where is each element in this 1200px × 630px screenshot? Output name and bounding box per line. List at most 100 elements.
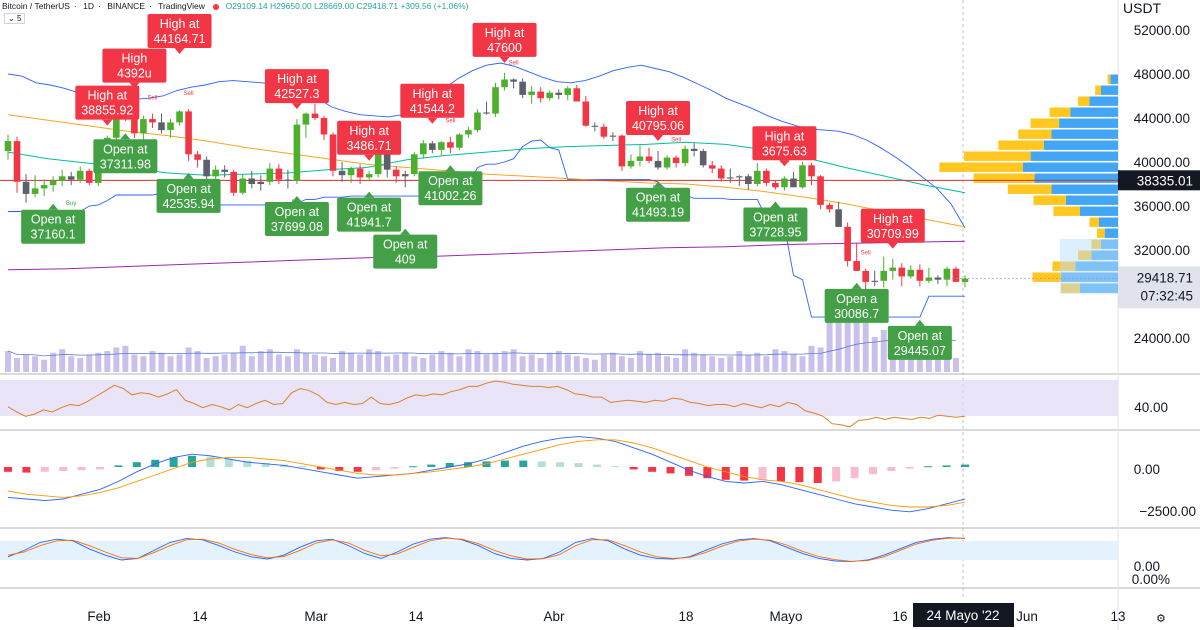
volume-bar xyxy=(483,354,490,372)
interval-label[interactable]: 1D xyxy=(83,1,94,11)
indicators-collapse-button[interactable]: ⌄ 5 xyxy=(4,13,26,24)
sr-price-text: 38335.01 xyxy=(1137,173,1193,188)
candle xyxy=(627,154,635,169)
volume-profile-bar xyxy=(1078,96,1090,106)
volume-bar xyxy=(474,351,481,372)
macd-histogram-bar xyxy=(132,462,141,467)
volume-bar xyxy=(176,354,183,372)
volume-profile-bar xyxy=(1099,217,1118,227)
volume-bar xyxy=(465,349,472,372)
exchange-label: BINANCE xyxy=(107,1,145,11)
macd-histogram-bar xyxy=(22,467,31,473)
volume-bar xyxy=(411,356,418,372)
volume-bar xyxy=(393,354,400,372)
candle xyxy=(763,168,770,187)
volume-bar xyxy=(907,352,914,372)
volume-ma-line xyxy=(7,339,957,357)
macd-histogram-bar xyxy=(316,467,325,470)
volume-bar xyxy=(194,351,201,372)
label-pointer xyxy=(851,282,862,289)
candle xyxy=(140,115,147,140)
candle-body xyxy=(952,268,960,282)
candle-body xyxy=(58,176,66,181)
label-box xyxy=(337,120,402,155)
candle-body xyxy=(681,148,689,164)
candle-body xyxy=(672,157,680,164)
candle-body xyxy=(708,165,716,169)
macd-histogram-bar xyxy=(445,463,454,467)
time-axis-label: Mayo xyxy=(769,609,802,624)
price-axis-tick: 44000.00 xyxy=(1134,111,1190,126)
candle-body xyxy=(618,135,626,167)
candle-body xyxy=(636,156,644,161)
signal-sell-label: Sell xyxy=(509,60,519,66)
value-area-band xyxy=(1060,239,1118,294)
candle-body xyxy=(347,168,355,176)
candle-body xyxy=(862,270,869,282)
candle-body xyxy=(266,168,274,182)
macd-histogram-bar xyxy=(114,465,123,467)
volume-bar xyxy=(763,356,770,372)
stochastic-k-line xyxy=(7,537,966,563)
candle xyxy=(754,163,761,187)
candle-body xyxy=(113,112,120,138)
volume-profile-bar xyxy=(939,162,1023,172)
candle xyxy=(519,78,526,99)
candle-body xyxy=(943,268,951,280)
volume-bar xyxy=(257,351,264,372)
candle xyxy=(76,166,84,183)
label-pointer xyxy=(291,196,302,202)
candle xyxy=(745,174,752,190)
volume-profile-bar xyxy=(1065,195,1118,205)
settings-gear-icon[interactable]: ⚙ xyxy=(1156,613,1166,625)
symbol-name[interactable]: Bitcoin / TetherUS xyxy=(2,1,70,11)
volume-bar xyxy=(95,352,102,372)
candle-body xyxy=(76,170,84,180)
candle xyxy=(808,163,815,186)
volume-bar xyxy=(835,316,842,372)
candle xyxy=(871,270,879,287)
volume-bar xyxy=(212,356,219,372)
candle xyxy=(853,243,860,271)
candle-body xyxy=(573,88,581,102)
candle xyxy=(248,170,256,189)
candle-body xyxy=(735,176,743,178)
macd-histogram-bar xyxy=(832,467,841,482)
macd-histogram-bar xyxy=(537,461,546,467)
label-pointer xyxy=(129,82,140,89)
volume-profile-bar xyxy=(1110,74,1118,84)
label-text: 30709.99 xyxy=(867,227,919,241)
candle-body xyxy=(871,280,879,282)
volume-bar xyxy=(158,352,165,372)
candle xyxy=(645,147,653,164)
label-box xyxy=(264,69,329,104)
volume-bar xyxy=(691,352,698,372)
volume-bar xyxy=(745,354,752,372)
price-axis-tick: 40000.00 xyxy=(1134,155,1190,170)
label-text: 37728.95 xyxy=(749,226,801,240)
candle-body xyxy=(203,159,210,177)
candle-body xyxy=(853,261,860,271)
candle xyxy=(456,133,463,150)
candle-body xyxy=(158,122,165,131)
candle xyxy=(636,145,644,167)
label-pointer xyxy=(887,242,898,249)
macd-axis-tick: 0.00 xyxy=(1134,462,1160,477)
label-text: 41002.26 xyxy=(424,189,476,203)
label-pointer xyxy=(770,201,781,208)
volume-bar xyxy=(519,356,526,372)
label-box xyxy=(400,83,465,118)
volume-profile-bar xyxy=(1051,184,1118,194)
volume-bar xyxy=(32,356,39,372)
volume-bar xyxy=(167,356,174,372)
candle-body xyxy=(591,125,599,127)
label-text: 3486.71 xyxy=(347,139,392,153)
candle-body xyxy=(817,176,824,205)
volume-bar xyxy=(664,356,671,372)
volume-bar xyxy=(59,349,66,372)
label-text: 42535.94 xyxy=(162,197,214,211)
